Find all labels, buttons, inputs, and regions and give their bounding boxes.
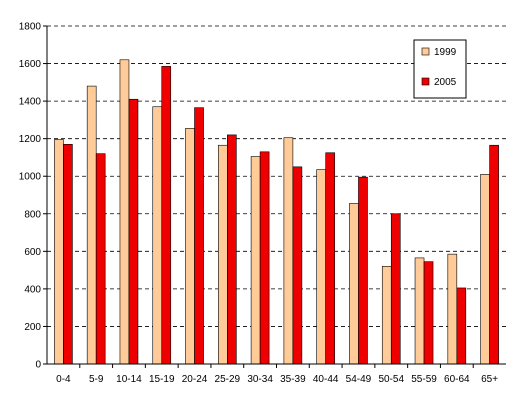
bar-2005-10-14 [128,98,139,365]
y-tick-label: 1400 [19,97,42,108]
x-tick-label: 10-14 [116,374,142,385]
bar-2005-35-39 [292,166,303,365]
bar-2005-5-9 [95,153,106,365]
bar-2005-20-24 [194,107,204,365]
y-tick-label: 1200 [19,134,42,145]
bars [54,59,499,365]
bar-2005-30-34 [259,151,270,365]
x-tick-label: 50-54 [378,374,404,385]
legend-swatch-1999 [421,47,430,56]
bar-1999-35-39 [283,137,294,365]
x-tick-label: 15-19 [149,374,175,385]
bar-1999-15-19 [152,106,163,365]
x-tick-label: 20-24 [182,374,208,385]
x-tick-label: 30-34 [247,374,273,385]
legend-swatch-2005 [421,77,430,86]
y-tick-label: 200 [24,322,41,333]
y-tick-label: 600 [24,247,41,258]
x-tick-label: 35-39 [280,374,306,385]
y-tick-label: 1600 [19,59,42,70]
bar-1999-10-14 [119,59,130,365]
x-tick-label: 54-49 [346,374,372,385]
bar-1999-55-59 [414,257,425,365]
bar-2005-54-49 [358,176,368,365]
x-tick-label: 5-9 [89,374,104,385]
x-tick-label: 40-44 [313,374,339,385]
bar-1999-60-64 [447,253,458,365]
bar-2005-15-19 [161,66,172,365]
bar-1999-0-4 [54,139,64,365]
x-tick-label: 65+ [481,374,498,385]
bar-2005-40-44 [325,152,335,365]
y-tick-label: 400 [24,284,41,295]
y-tick-label: 1000 [19,172,42,183]
bar-2005-0-4 [63,144,73,365]
legend-label-1999: 1999 [434,47,457,58]
bar-1999-54-49 [349,203,359,365]
bar-1999-20-24 [185,128,195,365]
legend: 1999 2005 [413,39,467,99]
bar-2005-60-64 [456,287,467,365]
x-tick-label: 0-4 [56,374,71,385]
bar-2005-50-54 [390,213,401,365]
x-axis-ticks: 0-4 5-9 10-14 15-19 20-24 25-29 30-34 35-39 40-4… [56,364,498,385]
y-tick-label: 800 [24,209,41,220]
bar-1999-5-9 [86,85,97,365]
bar-2005-25-29 [227,134,237,365]
bar-1999-40-44 [316,169,326,365]
bar-1999-50-54 [381,266,392,365]
bar-2005-55-59 [423,261,434,365]
x-tick-label: 25-29 [215,374,241,385]
bar-2005-65+ [489,144,499,365]
bar-1999-25-29 [218,144,228,365]
y-tick-label: 1800 [19,22,42,33]
y-axis-ticks: 0 200 400 600 800 1000 1200 1400 1600 1800 [19,22,47,371]
bar-1999-65+ [480,174,490,365]
x-tick-label: 60-64 [444,374,470,385]
y-tick-label: 0 [35,360,41,371]
legend-label-2005: 2005 [434,77,457,88]
x-tick-label: 55-59 [411,374,437,385]
bar-1999-30-34 [250,156,261,365]
